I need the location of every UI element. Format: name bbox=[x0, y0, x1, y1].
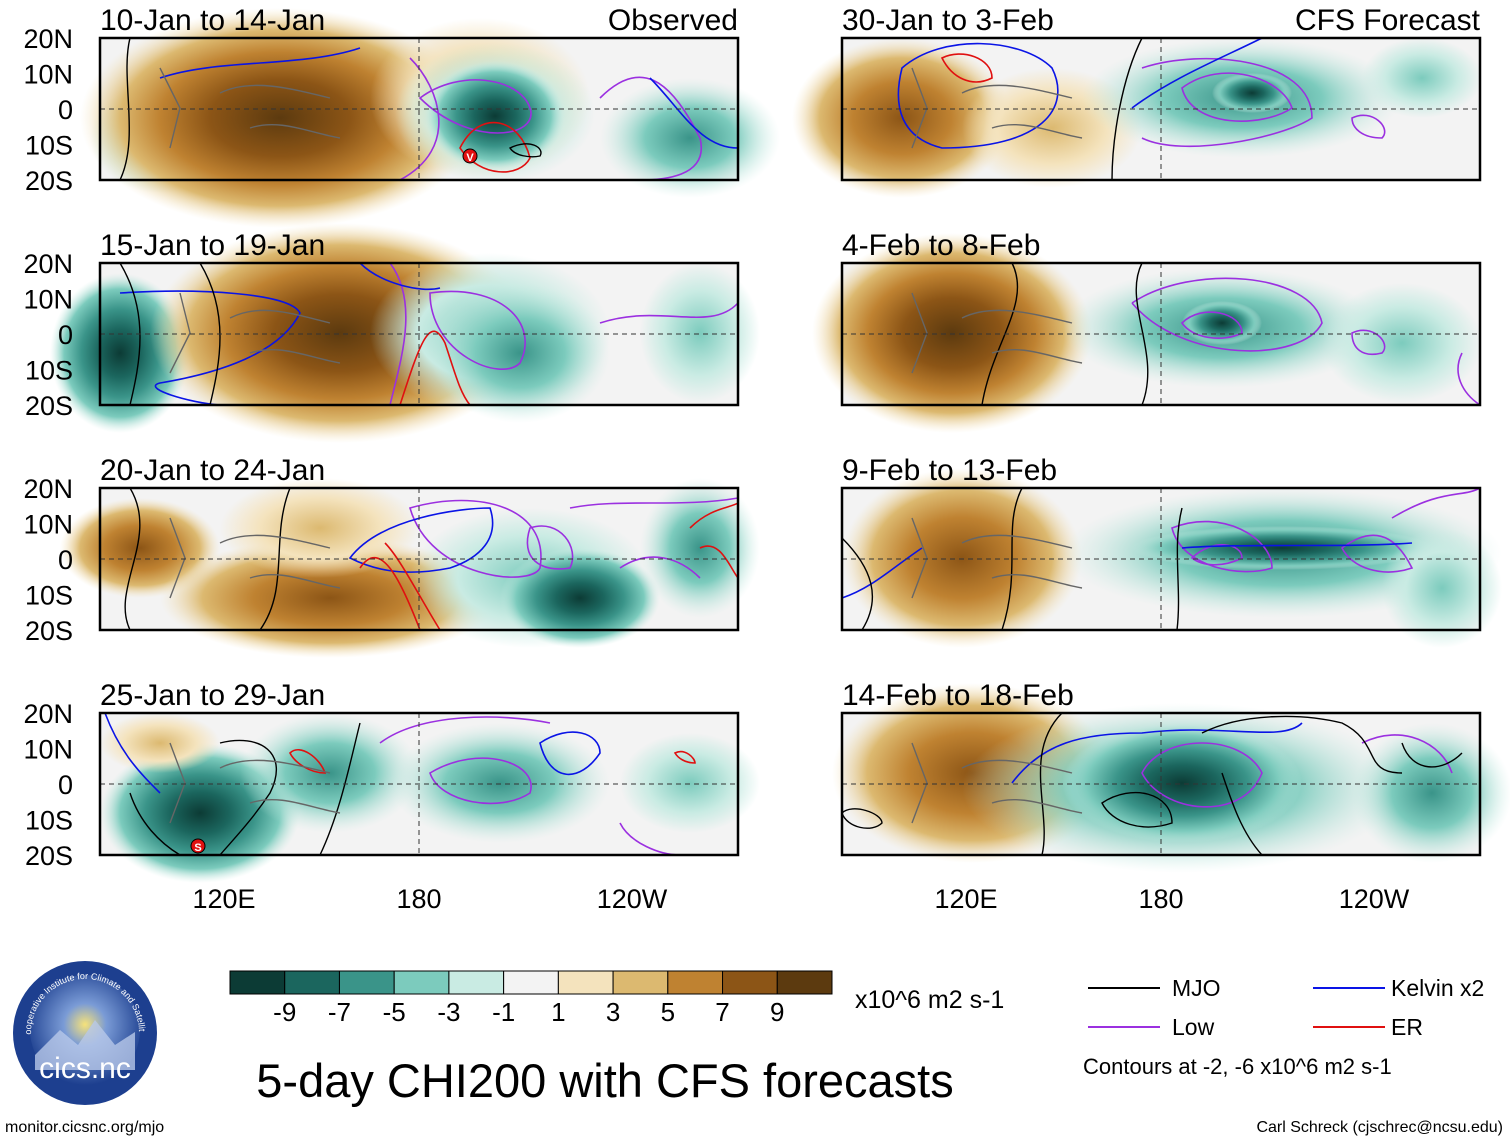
colorbar-swatch bbox=[338, 970, 395, 995]
panel-3-title: 20-Jan to 24-Jan bbox=[100, 454, 325, 487]
colorbar-swatch bbox=[393, 970, 450, 995]
panel-1-marker-label: V bbox=[466, 152, 474, 164]
panel-8 bbox=[832, 683, 1510, 873]
x-tick-label: 180 bbox=[396, 884, 441, 914]
x-tick-label: 120E bbox=[192, 884, 255, 914]
colorbar-swatch bbox=[722, 970, 778, 995]
panel-2-title: 15-Jan to 19-Jan bbox=[100, 229, 325, 262]
colorbar: -9 -7 -5 -3 -1 1 3 5 7 9 bbox=[229, 970, 833, 1027]
colorbar-label: 9 bbox=[770, 997, 784, 1027]
y-tick-label: 10S bbox=[25, 356, 73, 386]
colorbar-swatch bbox=[776, 970, 833, 995]
footer-credit: Carl Schreck (cjschrec@ncsu.edu) bbox=[1256, 1119, 1503, 1136]
panel-4-title: 25-Jan to 29-Jan bbox=[100, 679, 325, 712]
y-tick-label: 20N bbox=[23, 474, 73, 504]
forecast-label: CFS Forecast bbox=[1295, 4, 1481, 37]
legend: MJO Kelvin x2 Low ER Contours at -2, -6 … bbox=[1083, 975, 1484, 1079]
y-tick-label: 20S bbox=[25, 166, 73, 196]
x-tick-label: 120E bbox=[934, 884, 997, 914]
colorbar-swatch bbox=[667, 970, 724, 995]
colorbar-swatch bbox=[557, 970, 614, 995]
legend-low-label: Low bbox=[1172, 1014, 1215, 1040]
panel-4-marker bbox=[190, 838, 206, 854]
y-tick-label: 10N bbox=[23, 285, 73, 315]
panel-6 bbox=[812, 233, 1482, 433]
y-tick-label: 0 bbox=[58, 320, 73, 350]
y-tick-label: 10N bbox=[23, 735, 73, 765]
panel-4: S bbox=[98, 711, 760, 883]
y-tick-label: 20N bbox=[23, 699, 73, 729]
colorbar-label: 3 bbox=[606, 997, 620, 1027]
legend-mjo-label: MJO bbox=[1172, 975, 1221, 1001]
y-tick-label: 0 bbox=[58, 545, 73, 575]
colorbar-swatch bbox=[284, 970, 340, 995]
x-tick-label: 120W bbox=[597, 884, 668, 914]
colorbar-label: -1 bbox=[492, 997, 515, 1027]
panel-1: V bbox=[80, 8, 780, 228]
panel-1-title: 10-Jan to 14-Jan bbox=[100, 4, 325, 37]
panel-4-marker-label: S bbox=[194, 842, 201, 854]
colorbar-label: 1 bbox=[551, 997, 565, 1027]
colorbar-swatch bbox=[229, 970, 286, 995]
colorbar-swatch bbox=[612, 970, 669, 995]
colorbar-label: -9 bbox=[273, 997, 296, 1027]
panel-8-title: 14-Feb to 18-Feb bbox=[842, 679, 1074, 712]
colorbar-swatch bbox=[503, 970, 559, 995]
panel-3 bbox=[60, 478, 760, 658]
y-tick-label: 10N bbox=[23, 60, 73, 90]
colorbar-label: 5 bbox=[661, 997, 675, 1027]
y-tick-label: 20N bbox=[23, 24, 73, 54]
panel-7-title: 9-Feb to 13-Feb bbox=[842, 454, 1057, 487]
colorbar-label: -7 bbox=[328, 997, 351, 1027]
x-tick-label: 180 bbox=[1138, 884, 1183, 914]
y-tick-label: 10S bbox=[25, 806, 73, 836]
y-tick-label: 20S bbox=[25, 841, 73, 871]
figure-title: 5-day CHI200 with CFS forecasts bbox=[256, 1054, 953, 1107]
y-tick-label: 10N bbox=[23, 510, 73, 540]
footer-url: monitor.cicsnc.org/mjo bbox=[5, 1119, 164, 1136]
colorbar-swatch bbox=[448, 970, 505, 995]
y-tick-label: 20N bbox=[23, 249, 73, 279]
colorbar-units: x10^6 m2 s-1 bbox=[855, 986, 1004, 1014]
legend-er-label: ER bbox=[1391, 1014, 1423, 1040]
panel-5-title: 30-Jan to 3-Feb bbox=[842, 4, 1054, 37]
panel-7 bbox=[840, 468, 1502, 648]
panel-5 bbox=[792, 36, 1482, 198]
colorbar-label: -5 bbox=[383, 997, 406, 1027]
y-tick-label: 20S bbox=[25, 616, 73, 646]
logo-text: cics.nc bbox=[39, 1052, 131, 1085]
panel-6-title: 4-Feb to 8-Feb bbox=[842, 229, 1040, 262]
observed-label: Observed bbox=[608, 4, 738, 37]
legend-kelvin-label: Kelvin x2 bbox=[1391, 975, 1484, 1001]
y-axis-ticks: 20N 10N 0 10S 20S 20N 10N 0 10S 20S 20N 10N 0 10S 20S 2… bbox=[23, 24, 73, 871]
x-axis-ticks: 120E 180 120W 120E 180 120W bbox=[192, 884, 1409, 914]
y-tick-label: 20S bbox=[25, 391, 73, 421]
colorbar-label: 7 bbox=[715, 997, 729, 1027]
x-tick-label: 120W bbox=[1339, 884, 1410, 914]
y-tick-label: 10S bbox=[25, 581, 73, 611]
colorbar-label: -3 bbox=[437, 997, 460, 1027]
panel-1-marker bbox=[462, 148, 478, 164]
y-tick-label: 0 bbox=[58, 95, 73, 125]
panel-2 bbox=[50, 223, 760, 443]
contour-note: Contours at -2, -6 x10^6 m2 s-1 bbox=[1083, 1054, 1392, 1079]
y-tick-label: 0 bbox=[58, 770, 73, 800]
y-tick-label: 10S bbox=[25, 131, 73, 161]
